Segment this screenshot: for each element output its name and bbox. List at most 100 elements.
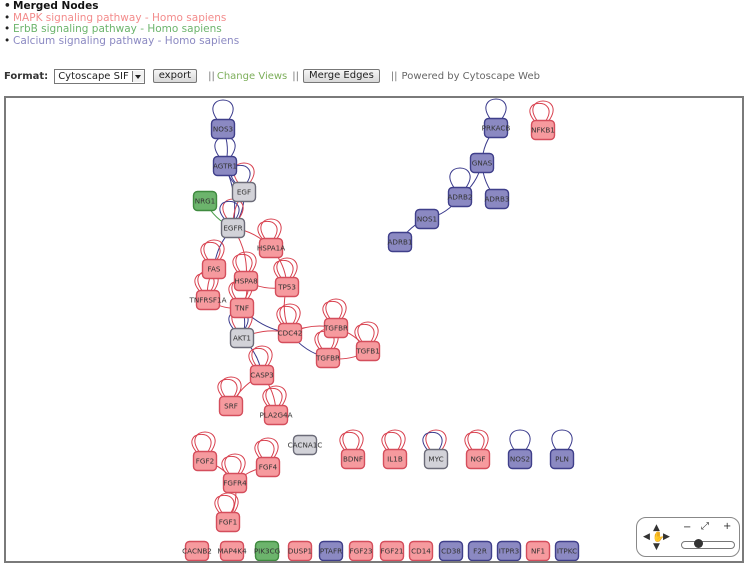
network-graph[interactable]: NOS3 AGTR1 EGF NRG1 EGFR HSPA1A FAS HSPA8 TP53 TN… [6, 98, 742, 561]
self-loop-egfr-b[interactable] [219, 200, 240, 220]
node-shape[interactable] [292, 434, 318, 456]
node-shape[interactable] [387, 231, 413, 253]
node-shape[interactable] [355, 340, 381, 362]
node-shape[interactable] [549, 448, 575, 470]
node-shape[interactable] [274, 276, 300, 298]
node-shape[interactable] [233, 270, 259, 292]
node-shape[interactable] [465, 448, 491, 470]
self-loop-ngf-b[interactable] [464, 431, 485, 451]
node-shape[interactable] [219, 540, 245, 561]
node-itpr3[interactable]: ITPR3 [496, 540, 522, 561]
node-adrb1[interactable]: ADRB1 [387, 231, 413, 253]
node-tnf[interactable]: TNF [229, 297, 255, 319]
self-loop-hspa1a-b[interactable] [257, 220, 278, 240]
self-loop-tgfbr2-b[interactable] [314, 330, 335, 350]
self-loop-il1b-b[interactable] [381, 431, 402, 451]
self-loop-casp3-b[interactable] [248, 347, 269, 367]
zoom-in-icon[interactable]: + [723, 521, 732, 532]
node-adrb2[interactable]: ADRB2 [448, 186, 473, 208]
self-loop-fgf1-b[interactable] [214, 494, 235, 514]
pan-left-icon[interactable]: ◀ [643, 532, 650, 542]
export-button[interactable]: export [152, 69, 198, 83]
node-egfr[interactable]: EGFR [220, 217, 246, 239]
node-hspa1a[interactable]: HSPA1A [257, 237, 285, 259]
self-loop-bdnf[interactable] [342, 429, 364, 450]
node-shape[interactable] [215, 511, 241, 533]
node-agtr1[interactable]: AGTR1 [212, 155, 238, 177]
node-nos3[interactable]: NOS3 [210, 118, 236, 140]
self-loop-tgfb1[interactable] [357, 321, 379, 342]
network-canvas[interactable]: NOS3 AGTR1 EGF NRG1 EGFR HSPA1A FAS HSPA8 TP53 TN… [4, 96, 744, 563]
node-shape[interactable] [277, 322, 303, 344]
node-shape[interactable] [287, 540, 313, 561]
node-tnfrsf1a[interactable]: TNFRSF1A [188, 289, 227, 311]
hand-icon[interactable]: ✋ [652, 532, 665, 543]
node-cdc42[interactable]: CDC42 [277, 322, 303, 344]
node-nos2[interactable]: NOS2 [507, 448, 533, 470]
node-pik3cg[interactable]: PIK3CG [254, 540, 280, 561]
node-fgf1[interactable]: FGF1 [215, 511, 241, 533]
legend-mapk-pathway[interactable]: MAPK signaling pathway - Homo sapiens [4, 12, 239, 25]
change-views-link[interactable]: Change Views [216, 70, 288, 82]
node-cd14[interactable]: CD14 [408, 540, 434, 561]
self-loop-hspa8-b[interactable] [232, 253, 253, 273]
node-shape[interactable] [263, 404, 289, 426]
node-shape[interactable] [218, 395, 244, 417]
node-srf[interactable]: SRF [218, 395, 244, 417]
node-shape[interactable] [467, 540, 493, 561]
node-cd38[interactable]: CD38 [438, 540, 464, 561]
pan-right-icon[interactable]: ▶ [663, 532, 670, 542]
node-shape[interactable] [210, 118, 236, 140]
node-shape[interactable] [315, 347, 341, 369]
node-shape[interactable] [220, 217, 246, 239]
self-loop-adrb2[interactable] [449, 167, 471, 188]
node-ptafr[interactable]: PTAFR [318, 540, 344, 561]
self-loop-nfkb1[interactable] [532, 100, 554, 121]
self-loop-srf-b[interactable] [217, 378, 238, 398]
node-fas[interactable]: FAS [201, 258, 227, 280]
self-loop-fgfr4[interactable] [224, 453, 246, 474]
node-prkacb[interactable]: PRKACB [482, 117, 511, 139]
merge-edges-button[interactable]: Merge Edges [303, 69, 380, 83]
node-shape[interactable] [408, 540, 434, 561]
self-loop-hspa1a[interactable] [260, 218, 282, 239]
node-fgf21[interactable]: FGF21 [379, 540, 405, 561]
node-shape[interactable] [201, 258, 227, 280]
pan-down-icon[interactable]: ▼ [653, 542, 660, 552]
self-loop-pln[interactable] [551, 429, 573, 450]
node-tgfbr1[interactable]: TGFBR [323, 317, 349, 339]
fit-to-screen-icon[interactable]: ⤢ [701, 521, 709, 532]
node-shape[interactable] [258, 237, 284, 259]
node-shape[interactable] [254, 540, 280, 561]
node-hspa8[interactable]: HSPA8 [233, 270, 259, 292]
node-shape[interactable] [318, 540, 344, 561]
node-itpkc[interactable]: ITPKC [554, 540, 580, 561]
node-casp3[interactable]: CASP3 [249, 364, 275, 386]
self-loop-fas[interactable] [203, 239, 225, 260]
zoom-slider-thumb[interactable] [694, 539, 703, 548]
node-fgf23[interactable]: FGF23 [348, 540, 374, 561]
node-egf[interactable]: EGF [231, 181, 257, 203]
self-loop-cdc42-b[interactable] [276, 305, 297, 325]
node-shape[interactable] [348, 540, 374, 561]
self-loop-fas-b[interactable] [200, 241, 221, 261]
node-fgf4[interactable]: FGF4 [255, 456, 281, 478]
self-loop-tgfbr1-b[interactable] [322, 300, 343, 320]
self-loop-tgfbr1[interactable] [325, 298, 347, 319]
self-loop-bdnf-b[interactable] [339, 431, 360, 451]
chevron-down-icon[interactable] [131, 70, 144, 82]
node-shape[interactable] [423, 448, 449, 470]
legend-erbb-pathway[interactable]: ErbB signaling pathway - Homo sapiens [4, 23, 239, 36]
pan-up-icon[interactable]: ▲ [653, 523, 660, 533]
node-myc[interactable]: MYC [423, 448, 449, 470]
self-loop-myc-b[interactable] [422, 431, 443, 451]
node-dusp1[interactable]: DUSP1 [287, 540, 313, 561]
node-pln[interactable]: PLN [549, 448, 575, 470]
self-loop-hspa8[interactable] [235, 251, 257, 272]
node-cacnb2[interactable]: CACNB2 [182, 540, 212, 561]
node-shape[interactable] [484, 188, 510, 210]
node-akt1[interactable]: AKT1 [229, 327, 255, 349]
node-fgf2[interactable]: FGF2 [192, 450, 218, 472]
self-loop-cdc42[interactable] [279, 303, 301, 324]
self-loop-srf[interactable] [220, 376, 242, 397]
